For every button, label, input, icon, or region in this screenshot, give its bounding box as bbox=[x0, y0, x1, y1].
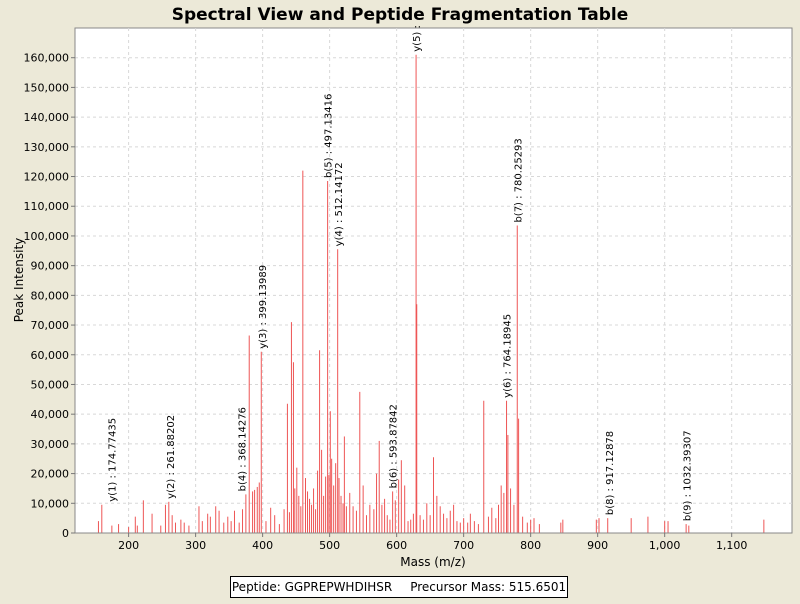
axes bbox=[74, 28, 792, 534]
y-tick-label: 90,000 bbox=[31, 260, 70, 273]
x-tick-label: 400 bbox=[252, 539, 273, 552]
y-tick-label: 130,000 bbox=[24, 141, 70, 154]
peak-annotation-label: y(3) : 399.13989 bbox=[258, 265, 269, 349]
plot-area bbox=[74, 27, 793, 534]
x-tick-label: 200 bbox=[118, 539, 139, 552]
y-tick-label: 120,000 bbox=[24, 171, 70, 184]
x-tick-label: 800 bbox=[520, 539, 541, 552]
peak-annotation-label: y(6) : 764.18945 bbox=[503, 314, 514, 398]
peak-annotation-label: y(4) : 512.14172 bbox=[334, 162, 345, 246]
peak-annotation-label: y(1) : 174.77435 bbox=[108, 418, 119, 502]
peak-annotation-label: b(8) : 917.12878 bbox=[605, 431, 616, 515]
y-tick-label: 80,000 bbox=[31, 289, 70, 302]
peak-annotation-label: b(6) : 593.87842 bbox=[389, 404, 400, 488]
peak-annotations: y(1) : 174.77435 y(2) : 261.88202 b(4) : 3… bbox=[108, 25, 694, 521]
y-tick-label: 110,000 bbox=[24, 200, 70, 213]
y-tick-label: 10,000 bbox=[31, 497, 70, 510]
x-axis-label: Mass (m/z) bbox=[400, 555, 465, 569]
x-tick-label: 1,000 bbox=[649, 539, 681, 552]
y-tick-label: 160,000 bbox=[24, 52, 70, 65]
x-tick-label: 500 bbox=[319, 539, 340, 552]
y-axis-ticks: 0 10,000 20,000 30,000 40,000 50,000 60,000 70,… bbox=[24, 52, 75, 540]
peaks bbox=[97, 54, 765, 533]
peak-annotation-label: b(4) : 368.14276 bbox=[237, 407, 248, 491]
x-axis-ticks: 200 300 400 500 600 700 800 900 1,000 1,100 bbox=[118, 533, 747, 552]
y-tick-label: 0 bbox=[62, 527, 69, 540]
precursor-mass: Precursor Mass: 515.6501 bbox=[410, 580, 567, 594]
y-tick-label: 140,000 bbox=[24, 111, 70, 124]
peptide-sequence: Peptide: GGPREPWHDIHSR bbox=[231, 580, 393, 594]
peptide-legend: Peptide: GGPREPWHDIHSR Precursor Mass: 5… bbox=[230, 576, 568, 598]
y-tick-label: 30,000 bbox=[31, 438, 70, 451]
peak-annotation-label: b(7) : 780.25293 bbox=[513, 138, 524, 222]
x-tick-label: 600 bbox=[386, 539, 407, 552]
y-tick-label: 60,000 bbox=[31, 349, 70, 362]
grid-lines bbox=[75, 28, 792, 534]
x-tick-label: 900 bbox=[587, 539, 608, 552]
chart-title: Spectral View and Peptide Fragmentation … bbox=[172, 5, 629, 25]
y-tick-label: 20,000 bbox=[31, 468, 70, 481]
peak-annotation-label: y(5) : bbox=[412, 25, 423, 52]
x-tick-label: 700 bbox=[453, 539, 474, 552]
peak-annotation-label: y(2) : 261.88202 bbox=[166, 415, 177, 499]
peak-annotation-label: b(9) : 1032.39307 bbox=[682, 430, 693, 521]
y-axis-label: Peak Intensity bbox=[12, 238, 26, 323]
y-tick-label: 100,000 bbox=[24, 230, 70, 243]
y-tick-label: 150,000 bbox=[24, 81, 70, 94]
x-tick-label: 300 bbox=[185, 539, 206, 552]
peak-annotation-label: b(5) : 497.13416 bbox=[324, 94, 335, 178]
y-tick-label: 40,000 bbox=[31, 408, 70, 421]
y-tick-label: 70,000 bbox=[31, 319, 70, 332]
x-tick-label: 1,100 bbox=[716, 539, 748, 552]
y-tick-label: 50,000 bbox=[31, 378, 70, 391]
